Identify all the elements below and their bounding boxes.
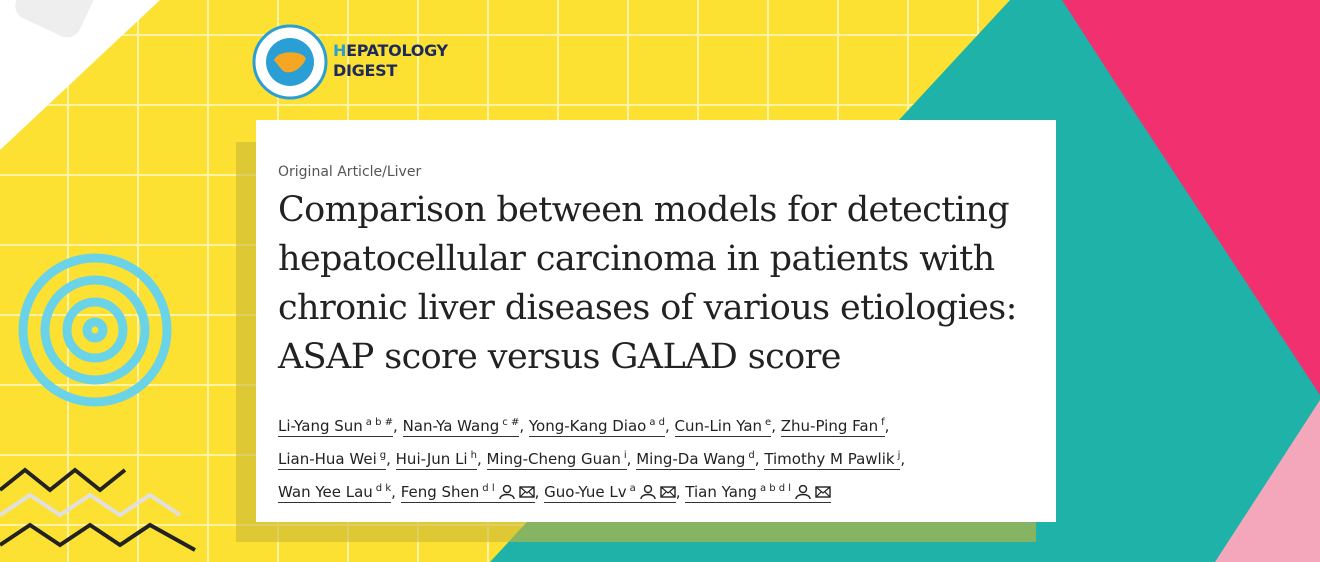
author-line: Wan Yee Lau d k, Feng Shen d l, Guo-Yue Lv… (278, 474, 905, 507)
author-name: Ming-Cheng Guan (486, 450, 621, 468)
affiliation: d l (482, 483, 495, 494)
author[interactable]: Feng Shen d l (400, 483, 535, 503)
author[interactable]: Cun-Lin Yan e (674, 417, 772, 437)
author[interactable]: Hui-Jun Li h (395, 450, 477, 470)
author-name: Hui-Jun Li (395, 450, 468, 468)
separator: , (393, 417, 398, 435)
person-icon[interactable] (640, 484, 656, 500)
separator: , (476, 450, 482, 468)
affiliation: i (623, 450, 627, 461)
logo-line: DIGEST (333, 61, 397, 80)
logo-line: HEPATOLOGY (333, 41, 448, 60)
separator: , (754, 450, 760, 468)
affiliation: g (379, 450, 387, 461)
author-name: Nan-Ya Wang (402, 417, 500, 435)
author-name: Wan Yee Lau (278, 483, 373, 501)
pink-dots-field (1215, 400, 1320, 562)
pink-field (1062, 0, 1320, 395)
separator: , (519, 417, 525, 435)
title-line: hepatocellular carcinoma in patients wit… (278, 239, 995, 279)
author-name: Cun-Lin Yan (674, 417, 763, 435)
separator: , (626, 450, 632, 468)
author[interactable]: Zhu-Ping Fan f (780, 417, 885, 437)
logo-text: HEPATOLOGY DIGEST (333, 41, 448, 81)
spiral (18, 253, 172, 407)
author[interactable]: Nan-Ya Wang c # (402, 417, 520, 437)
mail-icon[interactable] (660, 485, 676, 499)
affiliation: h (470, 450, 477, 461)
author[interactable]: Guo-Yue Lv a (544, 483, 676, 503)
mail-icon[interactable] (815, 485, 831, 499)
white-corner (0, 0, 160, 150)
separator: , (884, 417, 890, 435)
affiliation: a d (649, 417, 665, 428)
separator: , (675, 483, 681, 501)
separator: , (391, 483, 396, 501)
zigzag (0, 522, 196, 552)
separator: , (900, 450, 906, 468)
affiliation: j (897, 450, 901, 461)
section-label: Original Article/Liver (278, 164, 422, 180)
author-name: Ming-Da Wang (636, 450, 746, 468)
author-name: Guo-Yue Lv (544, 483, 627, 501)
author[interactable]: Timothy M Pawlik j (764, 450, 901, 470)
author-name: Timothy M Pawlik (764, 450, 895, 468)
zigzag (0, 467, 127, 493)
person-icon[interactable] (498, 484, 515, 500)
author-line: Lian-Hua Wei g, Hui-Jun Li h, Ming-Cheng G… (278, 441, 905, 474)
author-name: Lian-Hua Wei (278, 450, 377, 468)
author-list: Li-Yang Sun a b #, Nan-Ya Wang c #, Yong-K… (278, 408, 905, 507)
author[interactable]: Wan Yee Lau d k (278, 483, 392, 503)
mail-icon[interactable] (518, 485, 535, 499)
separator: , (771, 417, 776, 435)
author-name: Tian Yang (685, 483, 757, 501)
separator: , (664, 417, 670, 435)
title-line: ASAP score versus GALAD score (278, 337, 841, 377)
corner-shape (15, 0, 95, 38)
affiliation: c # (502, 417, 520, 428)
affiliation: f (881, 417, 885, 428)
author[interactable]: Lian-Hua Wei g (278, 450, 387, 470)
affiliation: e (765, 417, 772, 428)
author[interactable]: Li-Yang Sun a b # (278, 417, 393, 437)
title-line: Comparison between models for detecting (278, 190, 1010, 230)
author-name: Feng Shen (400, 483, 480, 501)
author-name: Li-Yang Sun (278, 417, 363, 435)
affiliation: a (629, 483, 636, 494)
author-name: Yong-Kang Diao (528, 417, 647, 435)
affiliation: d (748, 450, 755, 461)
separator: , (534, 483, 540, 501)
author[interactable]: Tian Yang a b d l (685, 483, 832, 503)
affiliation: a b d l (759, 483, 792, 494)
person-icon[interactable] (795, 484, 811, 500)
zigzag (0, 492, 182, 518)
author-name: Zhu-Ping Fan (780, 417, 879, 435)
affiliation: a b # (365, 417, 393, 428)
article-title: Comparison between models for detecting h… (278, 186, 1017, 382)
author[interactable]: Ming-Da Wang d (636, 450, 755, 470)
title-line: chronic liver diseases of various etiolo… (278, 288, 1017, 328)
author-line: Li-Yang Sun a b #, Nan-Ya Wang c #, Yong-K… (278, 408, 905, 441)
separator: , (386, 450, 391, 468)
logo-liver (274, 52, 306, 73)
logo (252, 24, 328, 100)
author[interactable]: Yong-Kang Diao a d (528, 417, 665, 437)
author[interactable]: Ming-Cheng Guan i (486, 450, 627, 470)
article-card: Original Article/Liver Comparison betwee… (256, 120, 1056, 522)
affiliation: d k (375, 483, 392, 494)
